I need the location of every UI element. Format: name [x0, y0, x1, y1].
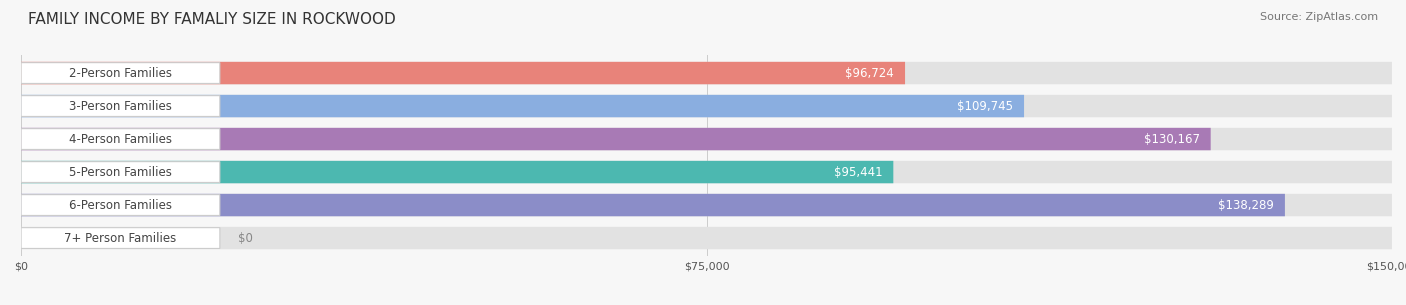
- FancyBboxPatch shape: [21, 95, 1024, 117]
- FancyBboxPatch shape: [21, 96, 219, 117]
- Text: $130,167: $130,167: [1143, 133, 1199, 145]
- FancyBboxPatch shape: [21, 162, 219, 182]
- Text: 2-Person Families: 2-Person Families: [69, 66, 172, 80]
- FancyBboxPatch shape: [21, 161, 1392, 183]
- Text: 6-Person Families: 6-Person Families: [69, 199, 172, 212]
- Text: 4-Person Families: 4-Person Families: [69, 133, 172, 145]
- FancyBboxPatch shape: [21, 63, 219, 84]
- Text: FAMILY INCOME BY FAMALIY SIZE IN ROCKWOOD: FAMILY INCOME BY FAMALIY SIZE IN ROCKWOO…: [28, 12, 396, 27]
- FancyBboxPatch shape: [21, 62, 1392, 84]
- FancyBboxPatch shape: [21, 194, 1392, 216]
- FancyBboxPatch shape: [21, 227, 1392, 249]
- FancyBboxPatch shape: [21, 128, 1392, 150]
- FancyBboxPatch shape: [21, 161, 893, 183]
- FancyBboxPatch shape: [21, 128, 1211, 150]
- FancyBboxPatch shape: [21, 95, 1392, 117]
- Text: 5-Person Families: 5-Person Families: [69, 166, 172, 178]
- Text: $109,745: $109,745: [957, 99, 1014, 113]
- FancyBboxPatch shape: [21, 228, 219, 249]
- Text: Source: ZipAtlas.com: Source: ZipAtlas.com: [1260, 12, 1378, 22]
- FancyBboxPatch shape: [21, 129, 219, 149]
- Text: $138,289: $138,289: [1218, 199, 1274, 212]
- Text: $0: $0: [238, 231, 253, 245]
- Text: 7+ Person Families: 7+ Person Families: [65, 231, 177, 245]
- FancyBboxPatch shape: [21, 194, 1285, 216]
- FancyBboxPatch shape: [21, 195, 219, 215]
- Text: $96,724: $96,724: [845, 66, 894, 80]
- Text: 3-Person Families: 3-Person Families: [69, 99, 172, 113]
- FancyBboxPatch shape: [21, 62, 905, 84]
- Text: $95,441: $95,441: [834, 166, 883, 178]
